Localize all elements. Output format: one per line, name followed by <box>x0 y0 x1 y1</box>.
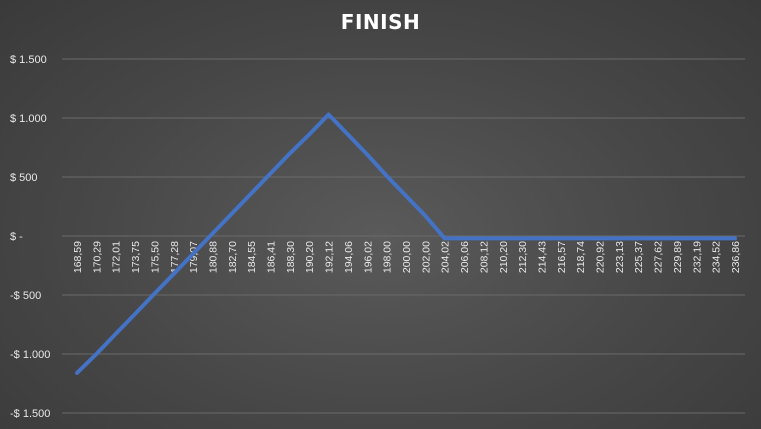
chart-title: FINISH <box>340 10 421 34</box>
x-tick-label: 190,20 <box>304 241 316 273</box>
x-tick-label: 212,30 <box>517 241 529 273</box>
x-tick-label: 175,50 <box>149 241 161 273</box>
x-tick-label: 206,06 <box>459 241 471 273</box>
x-tick-label: 198,00 <box>382 241 394 273</box>
x-tick-label: 182,70 <box>227 241 239 273</box>
x-tick-label: 192,12 <box>324 241 336 273</box>
x-tick-label: 170,29 <box>91 241 103 273</box>
x-tick-label: 177,28 <box>169 241 181 273</box>
series-line <box>75 112 737 375</box>
y-tick-label: $ 1.500 <box>10 54 47 66</box>
x-tick-label: 208,12 <box>478 241 490 273</box>
x-tick-label: 173,75 <box>130 241 142 273</box>
x-tick-label: 196,02 <box>362 241 374 273</box>
x-tick-label: 194,06 <box>343 241 355 273</box>
x-tick-label: 184,55 <box>246 241 258 273</box>
x-tick-label: 202,00 <box>420 241 432 273</box>
x-tick-label: 204,02 <box>440 241 452 273</box>
x-tick-label: 200,00 <box>401 241 413 273</box>
y-tick-label: -$ 1.500 <box>10 408 50 420</box>
x-tick-label: 180,88 <box>207 241 219 273</box>
x-tick-label: 225,37 <box>633 241 645 273</box>
x-tick-label: 229,89 <box>672 241 684 273</box>
x-tick-label: 168,59 <box>72 241 84 273</box>
x-tick-label: 220,92 <box>595 241 607 273</box>
x-tick-label: 172,01 <box>111 241 123 273</box>
x-tick-label: 210,20 <box>498 241 510 273</box>
x-tick-label: 218,74 <box>575 241 587 273</box>
x-tick-label: 188,30 <box>285 241 297 273</box>
x-tick-label: 234,52 <box>711 241 723 273</box>
x-tick-label: 214,43 <box>536 241 548 273</box>
y-tick-label: $ 500 <box>10 172 38 184</box>
x-tick-label: 216,57 <box>556 241 568 273</box>
y-tick-label: -$ 1.000 <box>10 349 50 361</box>
y-tick-label: $ 1.000 <box>10 113 47 125</box>
x-tick-label: 223,13 <box>614 241 626 273</box>
x-tick-label: 232,19 <box>691 241 703 273</box>
x-tick-label: 186,41 <box>266 241 278 273</box>
x-tick-label: 236,86 <box>730 241 742 273</box>
y-tick-label: -$ 500 <box>10 290 41 302</box>
x-tick-label: 227,62 <box>653 241 665 273</box>
y-tick-label: $ - <box>10 231 23 243</box>
